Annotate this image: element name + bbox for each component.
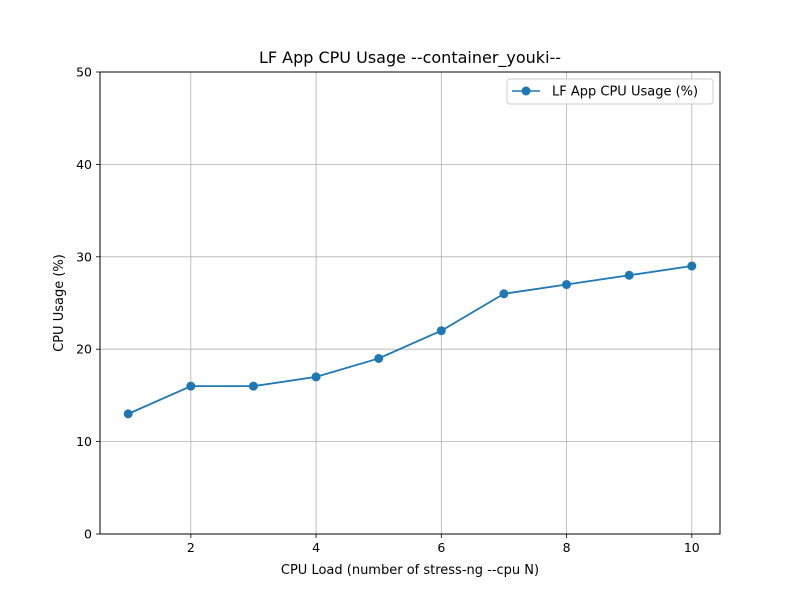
y-tick-label: 50 <box>76 65 92 80</box>
x-tick-label: 6 <box>437 540 445 555</box>
data-point <box>374 353 384 363</box>
y-axis-label: CPU Usage (%) <box>52 254 67 352</box>
data-point <box>123 409 133 419</box>
series-layer <box>123 261 697 419</box>
y-tick-label: 30 <box>76 249 92 264</box>
x-axis-label: CPU Load (number of stress-ng --cpu N) <box>281 563 539 578</box>
legend: LF App CPU Usage (%) <box>506 78 714 105</box>
data-point <box>687 261 697 271</box>
legend-entry-label: LF App CPU Usage (%) <box>552 85 698 100</box>
chart-title: LF App CPU Usage --container_youki-- <box>259 48 561 68</box>
data-point <box>311 372 321 382</box>
x-tick-label: 8 <box>563 540 571 555</box>
legend-marker-swatch <box>521 86 531 96</box>
y-tick-label: 10 <box>76 434 92 449</box>
x-tick-label: 4 <box>312 540 320 555</box>
data-point <box>248 381 258 391</box>
data-point <box>562 280 572 290</box>
plot-frame <box>99 71 721 535</box>
y-tick-label: 20 <box>76 342 92 357</box>
data-point <box>624 270 634 280</box>
series-line <box>127 265 692 415</box>
y-tick-label: 40 <box>76 157 92 172</box>
ticks: 2 4 6 8 10 0 10 20 30 40 50 <box>76 65 700 556</box>
data-point <box>499 289 509 299</box>
y-tick-label: 0 <box>84 527 92 542</box>
data-point <box>436 326 446 336</box>
x-tick-label: 2 <box>187 540 195 555</box>
legend-box <box>506 78 714 105</box>
x-tick-label: 10 <box>684 540 700 555</box>
data-point <box>186 381 196 391</box>
